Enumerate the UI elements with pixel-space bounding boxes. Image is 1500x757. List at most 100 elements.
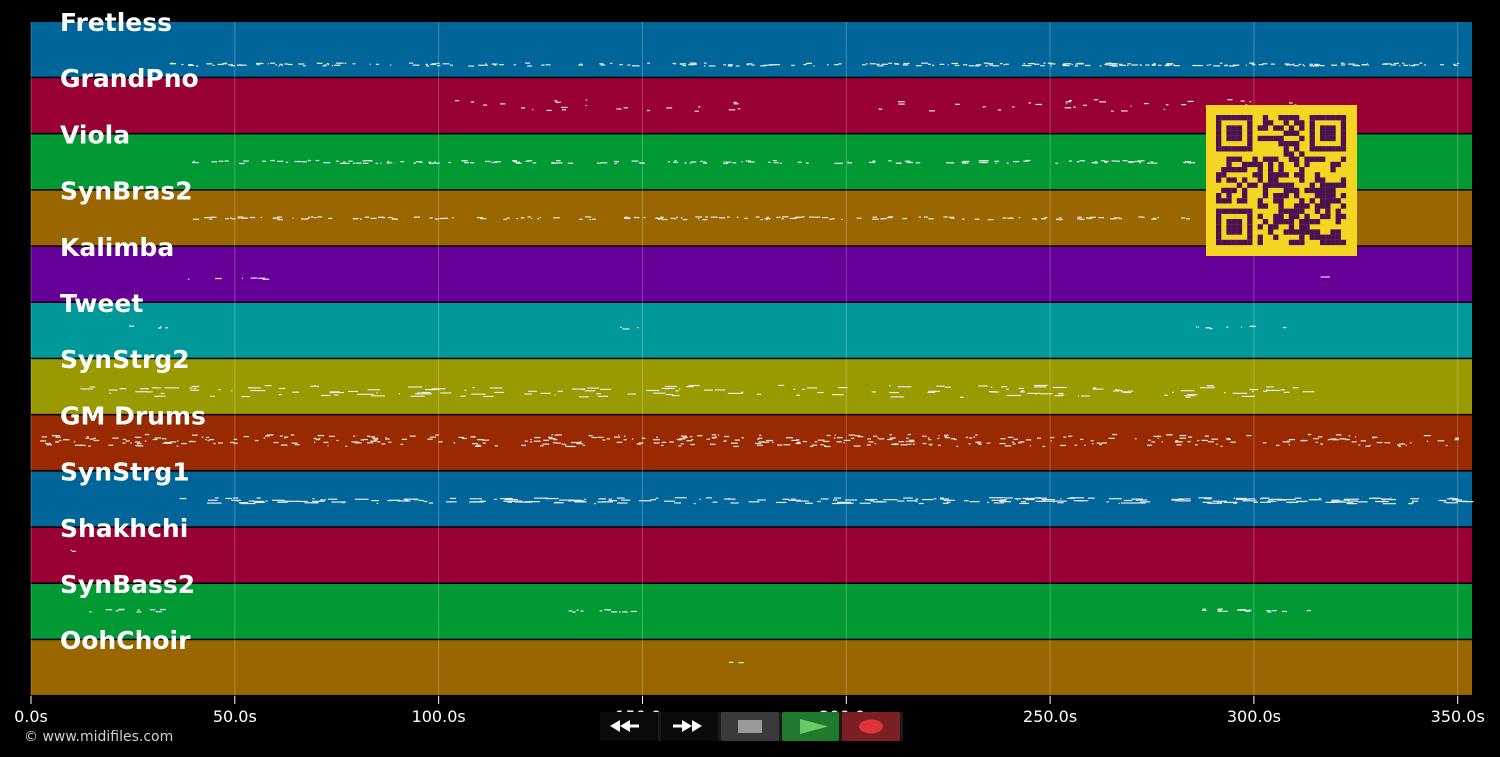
note xyxy=(454,100,460,102)
tick-label: 50.0s xyxy=(213,707,257,726)
note xyxy=(655,217,657,219)
note xyxy=(641,437,646,439)
note xyxy=(1251,388,1258,391)
qr-module xyxy=(1273,193,1279,199)
note xyxy=(748,501,760,503)
note xyxy=(477,216,483,219)
note xyxy=(1366,63,1368,65)
note xyxy=(253,500,265,503)
note xyxy=(568,610,573,612)
note xyxy=(554,100,558,102)
note xyxy=(1453,64,1458,67)
qr-module xyxy=(1216,141,1222,147)
rewind-button[interactable] xyxy=(600,712,658,741)
note xyxy=(796,394,801,396)
note xyxy=(1006,388,1009,390)
note xyxy=(832,218,835,220)
note xyxy=(1172,391,1174,393)
qr-module xyxy=(1314,177,1321,183)
qr-module xyxy=(1262,203,1269,209)
note xyxy=(1454,437,1460,439)
note xyxy=(391,218,399,220)
note xyxy=(942,502,949,504)
note xyxy=(1319,65,1325,67)
note xyxy=(599,63,604,65)
note xyxy=(676,438,678,441)
note xyxy=(1064,107,1072,109)
note xyxy=(310,385,320,387)
note xyxy=(1057,502,1064,504)
note xyxy=(551,162,556,164)
note xyxy=(597,395,609,397)
stop-button[interactable] xyxy=(721,712,779,741)
note xyxy=(192,160,195,163)
note xyxy=(867,438,871,440)
qr-module xyxy=(1216,125,1222,131)
note xyxy=(892,437,896,439)
note xyxy=(1142,216,1145,218)
qr-module xyxy=(1304,187,1310,194)
fast-forward-button[interactable] xyxy=(660,712,719,741)
note xyxy=(728,109,736,111)
note xyxy=(597,501,607,503)
note xyxy=(572,500,585,502)
note xyxy=(70,549,73,552)
qr-module xyxy=(1294,146,1300,152)
note xyxy=(1195,326,1198,328)
note xyxy=(89,386,96,388)
note xyxy=(1042,445,1046,448)
note xyxy=(554,434,558,436)
note xyxy=(1092,388,1104,390)
qr-module xyxy=(1304,229,1310,235)
note xyxy=(1246,434,1252,437)
note xyxy=(482,442,486,444)
note xyxy=(1207,498,1212,500)
note xyxy=(999,501,1012,503)
note xyxy=(889,385,891,387)
note xyxy=(376,502,379,504)
qr-module xyxy=(1309,141,1315,147)
note xyxy=(756,393,762,395)
note xyxy=(1076,161,1080,163)
note xyxy=(802,440,808,443)
qr-module xyxy=(1283,208,1289,214)
note xyxy=(188,64,195,67)
play-button[interactable] xyxy=(781,712,840,741)
note xyxy=(887,438,893,441)
note xyxy=(582,388,585,391)
note xyxy=(555,160,561,162)
note xyxy=(897,386,912,388)
qr-module xyxy=(1325,182,1331,188)
note xyxy=(476,444,481,446)
play-icon xyxy=(799,719,828,734)
note xyxy=(872,218,879,220)
qr-module xyxy=(1330,146,1336,152)
note xyxy=(617,502,628,504)
track-names: FretlessGrandPnoViolaSynBras2KalimbaTwee… xyxy=(60,8,206,655)
note xyxy=(977,442,981,444)
note xyxy=(241,64,247,66)
note xyxy=(1063,64,1070,67)
note xyxy=(1197,326,1200,328)
note xyxy=(414,499,418,501)
note xyxy=(1065,103,1068,105)
qr-module xyxy=(1283,151,1289,157)
record-button[interactable] xyxy=(842,712,900,741)
note xyxy=(249,216,256,219)
note xyxy=(688,384,700,387)
note xyxy=(1224,392,1226,394)
note xyxy=(576,443,584,445)
note xyxy=(1017,442,1022,444)
note xyxy=(1385,63,1392,65)
note xyxy=(354,442,362,444)
note xyxy=(279,63,283,65)
note xyxy=(472,443,479,445)
qr-module xyxy=(1221,146,1227,152)
note xyxy=(928,110,935,112)
qr-module xyxy=(1273,219,1279,225)
note xyxy=(554,162,557,164)
note xyxy=(1294,497,1302,499)
note xyxy=(580,440,582,443)
note xyxy=(839,502,854,504)
tick-label: 250.0s xyxy=(1023,707,1077,726)
